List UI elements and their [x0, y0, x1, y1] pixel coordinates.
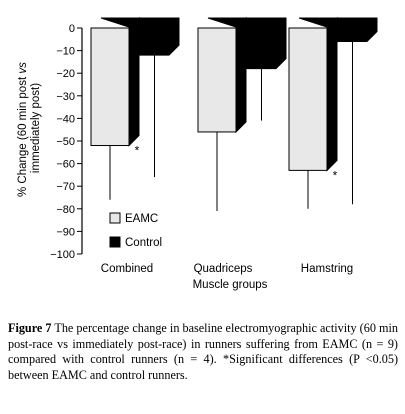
y-axis: 0 −10 −20 −30 −40 −50 −60 −70 −80 −90 −100 — [50, 23, 83, 261]
y-tick-label-10: −100 — [50, 249, 75, 261]
y-tick-label-7: −70 — [56, 181, 75, 193]
y-tick-label-9: −90 — [56, 226, 75, 238]
bar-eamc-combined — [90, 27, 130, 147]
bar-eamc-quadriceps — [197, 27, 237, 133]
bars — [90, 16, 378, 172]
y-tick-label-6: −60 — [56, 159, 75, 171]
bar-eamc-side-hamstring — [326, 16, 338, 172]
significance-marker-combined: * — [135, 144, 140, 158]
y-tick-label-0: 0 — [69, 23, 75, 35]
bar-eamc-hamstring — [288, 27, 328, 171]
y-axis-title: % Change (60 min post vs immediately pos… — [17, 59, 42, 197]
legend-label-control: Control — [125, 237, 162, 249]
legend-label-eamc: EAMC — [125, 213, 158, 225]
legend-swatch-control — [109, 236, 121, 248]
bar-chart: 0 −10 −20 −30 −40 −50 −60 −70 −80 −90 −100 * Combin… — [17, 16, 378, 291]
bar-eamc-side-quadriceps — [235, 16, 247, 134]
x-axis-title: Muscle groups — [193, 279, 268, 291]
figure-caption: Figure 7 The percentage change in baseli… — [8, 321, 398, 383]
labels: * Combined Quadriceps * Hamstring — [101, 144, 353, 275]
y-axis-title-line1: % Change (60 min post vs — [17, 62, 29, 197]
y-tick-label-4: −40 — [56, 113, 75, 125]
error-bars — [109, 41, 353, 212]
bar-eamc-side-combined — [128, 16, 140, 147]
x-category-label-combined: Combined — [101, 263, 153, 275]
y-tick-label-3: −30 — [56, 91, 75, 103]
y-axis-title-line2: immediately post) — [30, 83, 42, 173]
y-tick-label-2: −20 — [56, 68, 75, 80]
significance-marker-hamstring: * — [333, 168, 338, 182]
y-tick-label-8: −80 — [56, 204, 75, 216]
x-category-label-hamstring: Hamstring — [301, 263, 353, 275]
y-axis-title-vs: vs — [17, 62, 29, 74]
figure-caption-text: The percentage change in baseline electr… — [8, 321, 398, 382]
legend-swatch-eamc — [109, 212, 121, 224]
y-tick-label-5: −50 — [56, 136, 75, 148]
figure-caption-label: Figure 7 — [8, 321, 52, 335]
x-category-label-quadriceps: Quadriceps — [194, 263, 253, 275]
y-tick-label-1: −10 — [56, 46, 75, 58]
legend: EAMC Control — [109, 212, 162, 249]
